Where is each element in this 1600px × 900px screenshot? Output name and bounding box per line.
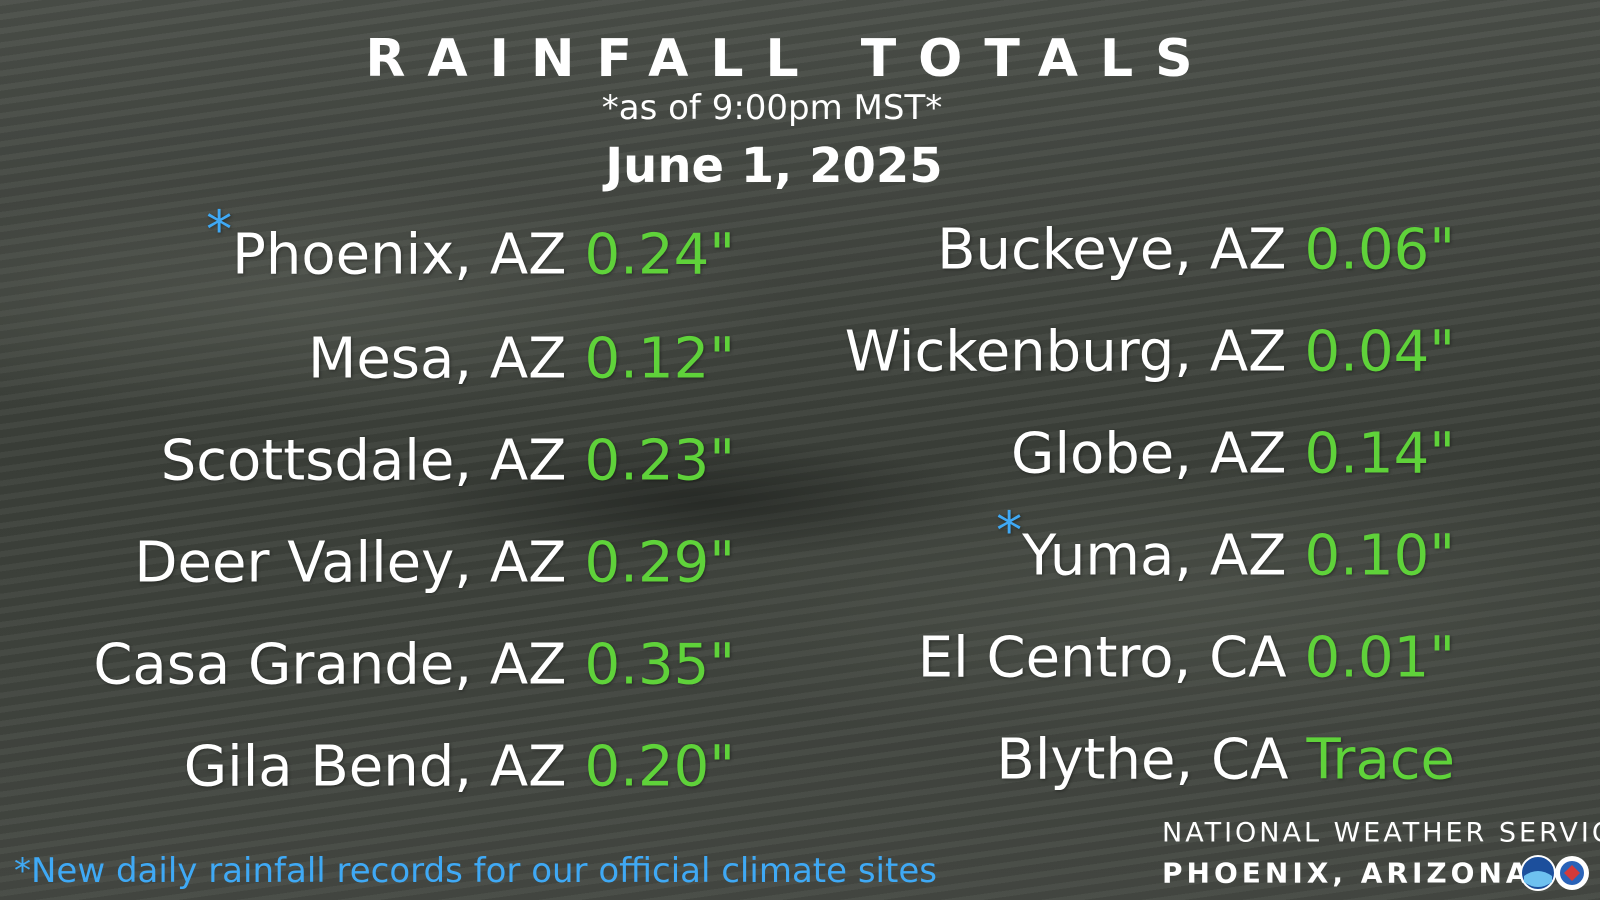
rainfall-row: Blythe, CA Trace [996,728,1455,793]
location: Deer Valley, AZ [134,530,567,596]
location: Scottsdale, AZ [160,428,567,494]
date: June 1, 2025 [605,138,943,194]
rainfall-row: * Phoenix, AZ 0.24" [206,201,735,288]
location: Mesa, AZ [308,326,567,392]
rainfall-row: Globe, AZ 0.14" [1011,422,1455,487]
logo [1520,855,1589,891]
subtitle: *as of 9:00pm MST* [601,88,943,128]
rainfall-row: Buckeye, AZ 0.06" [937,218,1455,283]
location: El Centro, CA [917,625,1287,691]
rainfall-row: * Yuma, AZ 0.10" [996,502,1455,589]
amount: 0.35" [584,632,735,698]
rainfall-row: Casa Grande, AZ 0.35" [93,633,735,698]
location: Yuma, AZ [1022,523,1287,589]
rainfall-row: Scottsdale, AZ 0.23" [161,429,735,494]
record-marker: * [996,501,1023,562]
amount: Trace [1306,727,1455,793]
amount: 0.23" [584,428,735,494]
amount: 0.10" [1304,523,1455,589]
location: Wickenburg, AZ [844,319,1287,385]
location: Gila Bend, AZ [183,734,567,800]
amount: 0.24" [584,222,735,288]
amount: 0.14" [1304,421,1455,487]
amount: 0.06" [1304,217,1455,283]
rainfall-row: Wickenburg, AZ 0.04" [845,320,1455,385]
footnote: *New daily rainfall records for our offi… [14,851,937,891]
record-marker: * [206,200,233,261]
location: Phoenix, AZ [232,222,567,288]
branding-line: NATIONAL WEATHER SERVICE [1162,817,1600,849]
amount: 0.29" [584,530,735,596]
location: Blythe, CA [996,727,1289,793]
rainfall-row: Gila Bend, AZ 0.20" [184,735,735,800]
rainfall-row: Deer Valley, AZ 0.29" [134,531,735,596]
amount: 0.12" [584,326,735,392]
branding-line: PHOENIX, ARIZONA [1162,856,1532,890]
amount: 0.04" [1304,319,1455,385]
rainfall-row: Mesa, AZ 0.12" [308,327,735,392]
amount: 0.20" [584,734,735,800]
title: RAINFALL TOTALS [365,29,1215,89]
location: Casa Grande, AZ [93,632,567,698]
rainfall-row: El Centro, CA 0.01" [918,626,1455,691]
location: Buckeye, AZ [937,217,1287,283]
amount: 0.01" [1304,625,1455,691]
location: Globe, AZ [1011,421,1287,487]
